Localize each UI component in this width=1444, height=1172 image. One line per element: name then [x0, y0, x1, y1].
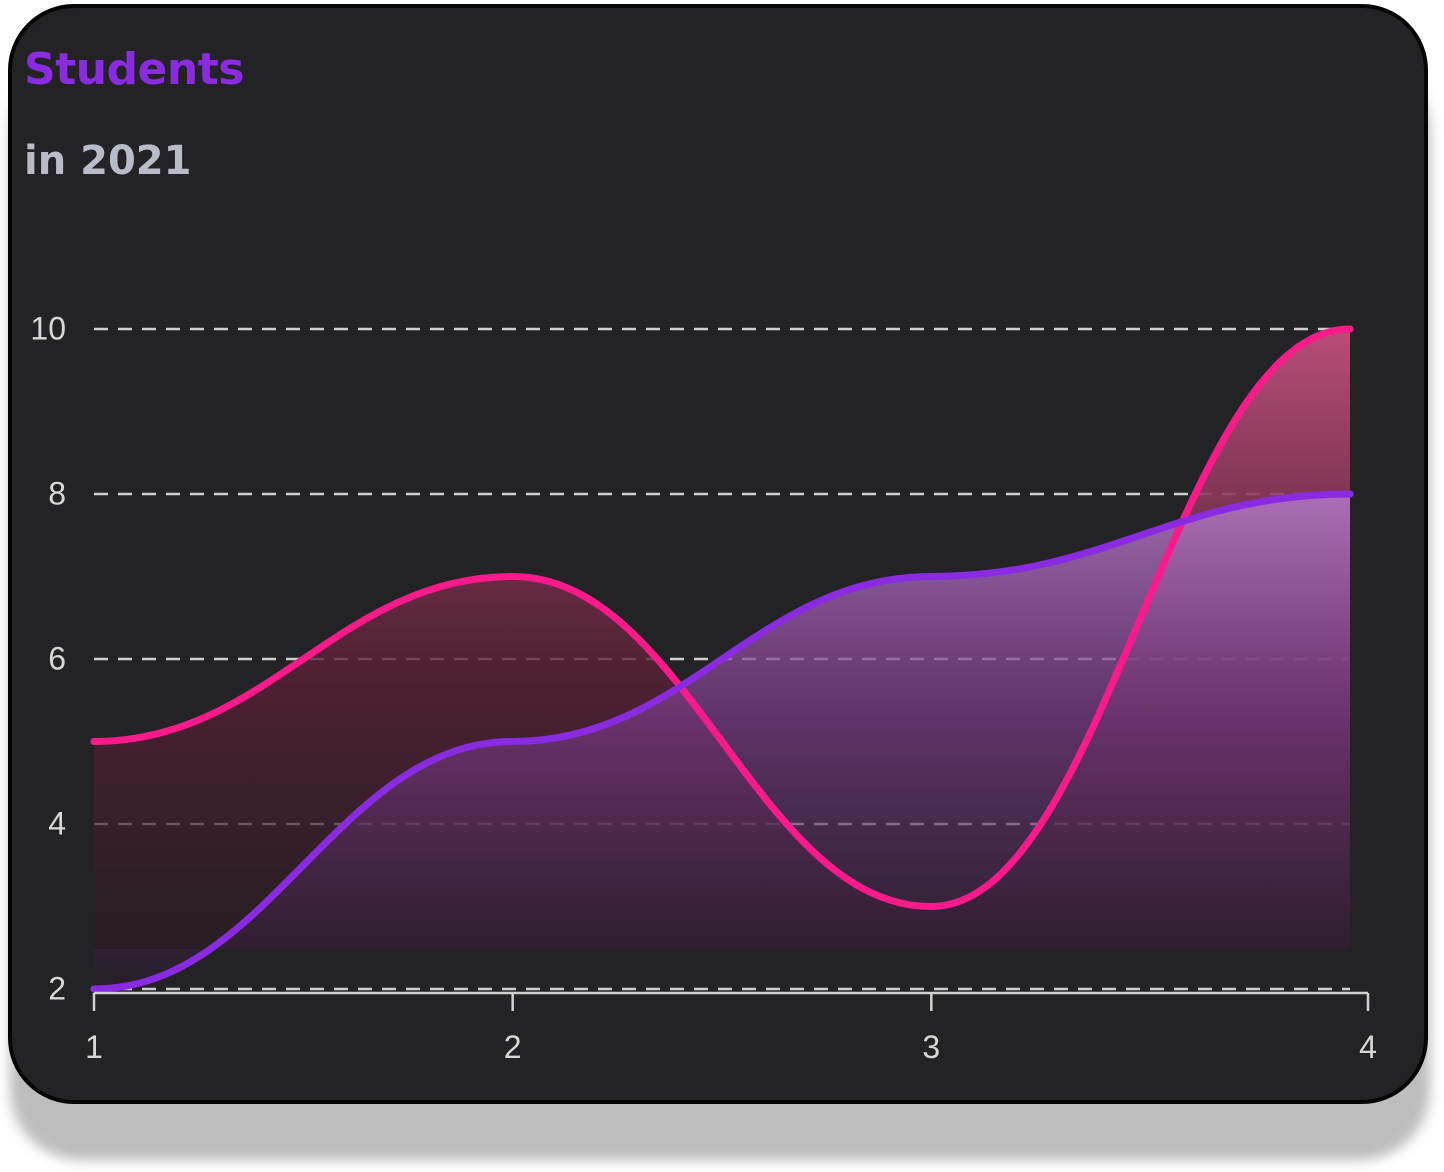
series-1-point-4 [1346, 325, 1354, 333]
x-tick-label-1: 1 [85, 1029, 103, 1065]
x-axis [92, 991, 1370, 1011]
series-2-point-4 [1346, 490, 1354, 498]
y-tick-label-4: 4 [48, 805, 66, 841]
series-1-point-1 [90, 738, 98, 745]
series-lines [90, 325, 1354, 993]
x-tick-label-4: 4 [1359, 1029, 1377, 1065]
y-tick-label-8: 8 [48, 475, 66, 511]
series-1-point-2 [509, 573, 517, 580]
series-2-point-1 [90, 985, 98, 993]
x-tick-label-3: 3 [922, 1029, 940, 1065]
chart-subtitle: in 2021 [24, 138, 192, 184]
chart-title: Students [24, 44, 244, 95]
series-2-line [90, 490, 1354, 993]
y-tick-label-6: 6 [48, 640, 66, 676]
y-tick-label-2: 2 [48, 970, 66, 1006]
x-tick-label-2: 2 [504, 1029, 522, 1065]
series-2-point-2 [509, 738, 517, 745]
series-1-point-3 [927, 903, 935, 910]
series-1-line [90, 325, 1354, 910]
y-tick-label-10: 10 [30, 310, 66, 346]
series-2-point-3 [927, 573, 935, 580]
